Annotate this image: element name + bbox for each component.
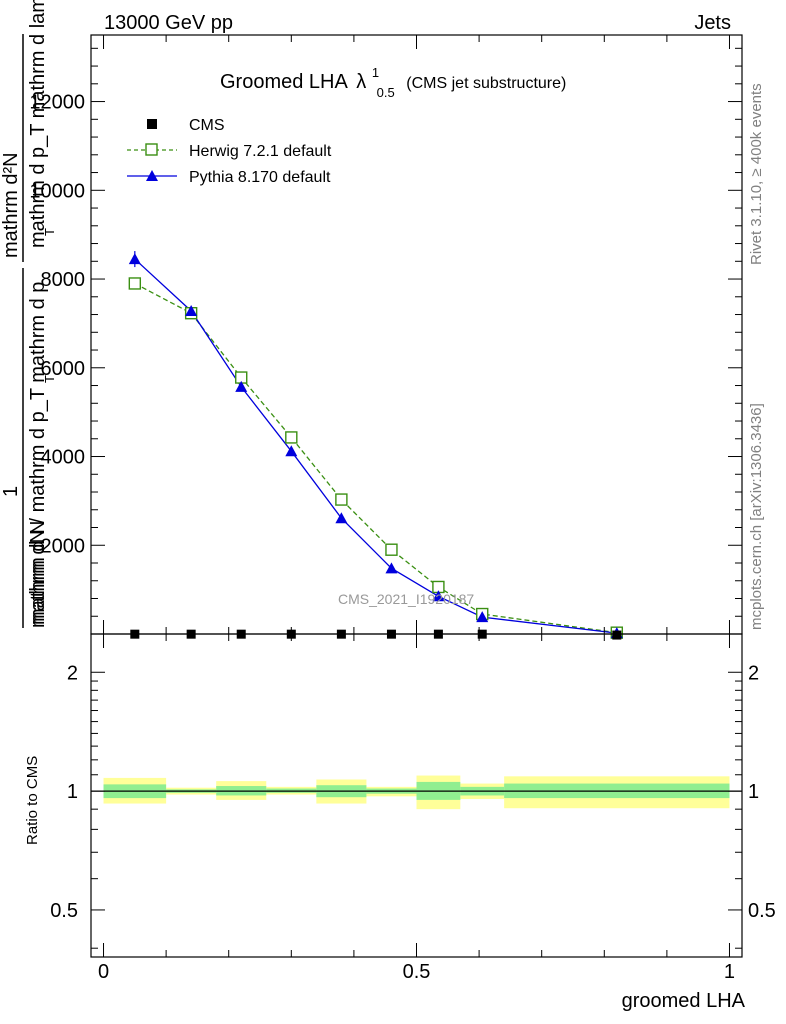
legend-marker-pythia [146, 170, 158, 181]
y-label-denominator-2: mathrm dN / mathrm d p_T mathrm d p [27, 282, 49, 628]
y-label-one: 1 [0, 486, 22, 497]
main-y-axis-label: 1 mathrm d²N mathrm d p_T mathrm d lambd… [0, 0, 57, 628]
main-y-tick-label: 2000 [41, 535, 86, 557]
cms-data-point [612, 630, 622, 640]
main-y-tick-label: 4000 [41, 447, 86, 469]
chart-title-sub: 0.5 [377, 85, 395, 100]
pythia-point [235, 380, 248, 392]
ratio-y-tick-label-left: 2 [67, 662, 78, 684]
ratio-y-axis: 0.5 0.5 1 1 2 2 [50, 662, 776, 949]
x-axis-label: groomed LHA [622, 990, 746, 1012]
ratio-y-tick-label-right: 1 [748, 781, 759, 803]
ratio-y-tick-label-left: 1 [67, 781, 78, 803]
ratio-x-tick-label: 1 [724, 961, 735, 983]
ratio-x-tick-label: 0 [98, 961, 109, 983]
pythia-point [335, 512, 348, 524]
herwig-point [285, 431, 298, 444]
ratio-x-tick-label: 0.5 [403, 961, 431, 983]
main-plot-panel: 2000 4000 6000 8000 10000 12000 [29, 34, 743, 640]
herwig-point [385, 543, 398, 556]
main-y-tick-label: 8000 [41, 269, 86, 291]
pythia-point [285, 445, 298, 457]
main-x-ticks [103, 35, 730, 634]
pythia-point [476, 611, 489, 623]
pythia-point [432, 590, 445, 602]
ratio-bands [103, 775, 730, 810]
ratio-plot-panel: 0.5 0.51 12 2 0 0.5 1 [50, 633, 776, 983]
y-label-denominator: mathrm d p_T mathrm d lambda [27, 0, 49, 248]
legend-label-pythia: Pythia 8.170 default [189, 169, 331, 186]
main-plot-marks [128, 251, 624, 640]
y-label-denominator-sub: T [42, 228, 57, 236]
ratio-y-tick-label-right: 0.5 [748, 900, 776, 922]
main-y-tick-label: 10000 [29, 180, 85, 202]
pythia-point [185, 304, 198, 316]
y-label-denominator-2-sub: T [42, 375, 57, 383]
herwig-series-line [134, 282, 617, 634]
y-label-numerator: mathrm d²N [0, 152, 22, 258]
y-label-denominator-3: mathrm d N [27, 521, 49, 625]
ratio-x-axis: 0 0.5 1 [98, 634, 735, 983]
header-energy-label: 13000 GeV pp [104, 12, 233, 34]
chart-title-symbol: λ [356, 71, 366, 93]
ratio-y-axis-label: Ratio to CMS [24, 756, 41, 845]
ratio-y-tick-label-right: 2 [748, 662, 759, 684]
legend-marker-cms [147, 119, 157, 129]
chart-title-suffix: (CMS jet substructure) [406, 75, 566, 92]
mcplots-side-label: mcplots.cern.ch [arXiv:1306.3436] [748, 403, 765, 630]
legend-label-cms: CMS [189, 117, 225, 134]
chart-title: Groomed LHA λ 1 0.5 (CMS jet substructur… [220, 60, 566, 102]
main-y-tick-label: 6000 [41, 358, 86, 380]
chart-title-sup: 1 [372, 65, 379, 80]
pythia-series-line [134, 258, 617, 634]
herwig-point [128, 277, 142, 290]
pythia-point [128, 253, 141, 265]
analysis-watermark: CMS_2021_I1920187 [338, 591, 474, 607]
header-category-label: Jets [694, 12, 731, 34]
pythia-point [385, 562, 398, 574]
legend: CMS Herwig 7.2.1 default Pythia 8.170 de… [127, 117, 332, 186]
legend-marker-herwig [145, 143, 158, 156]
rivet-side-label: Rivet 3.1.10, ≥ 400k events [748, 83, 765, 265]
legend-label-herwig: Herwig 7.2.1 default [189, 143, 332, 160]
ratio-y-tick-label-left: 0.5 [50, 900, 78, 922]
herwig-point [335, 493, 348, 506]
chart-title-text: Groomed LHA [220, 71, 348, 93]
main-y-tick-label: 12000 [29, 92, 85, 114]
